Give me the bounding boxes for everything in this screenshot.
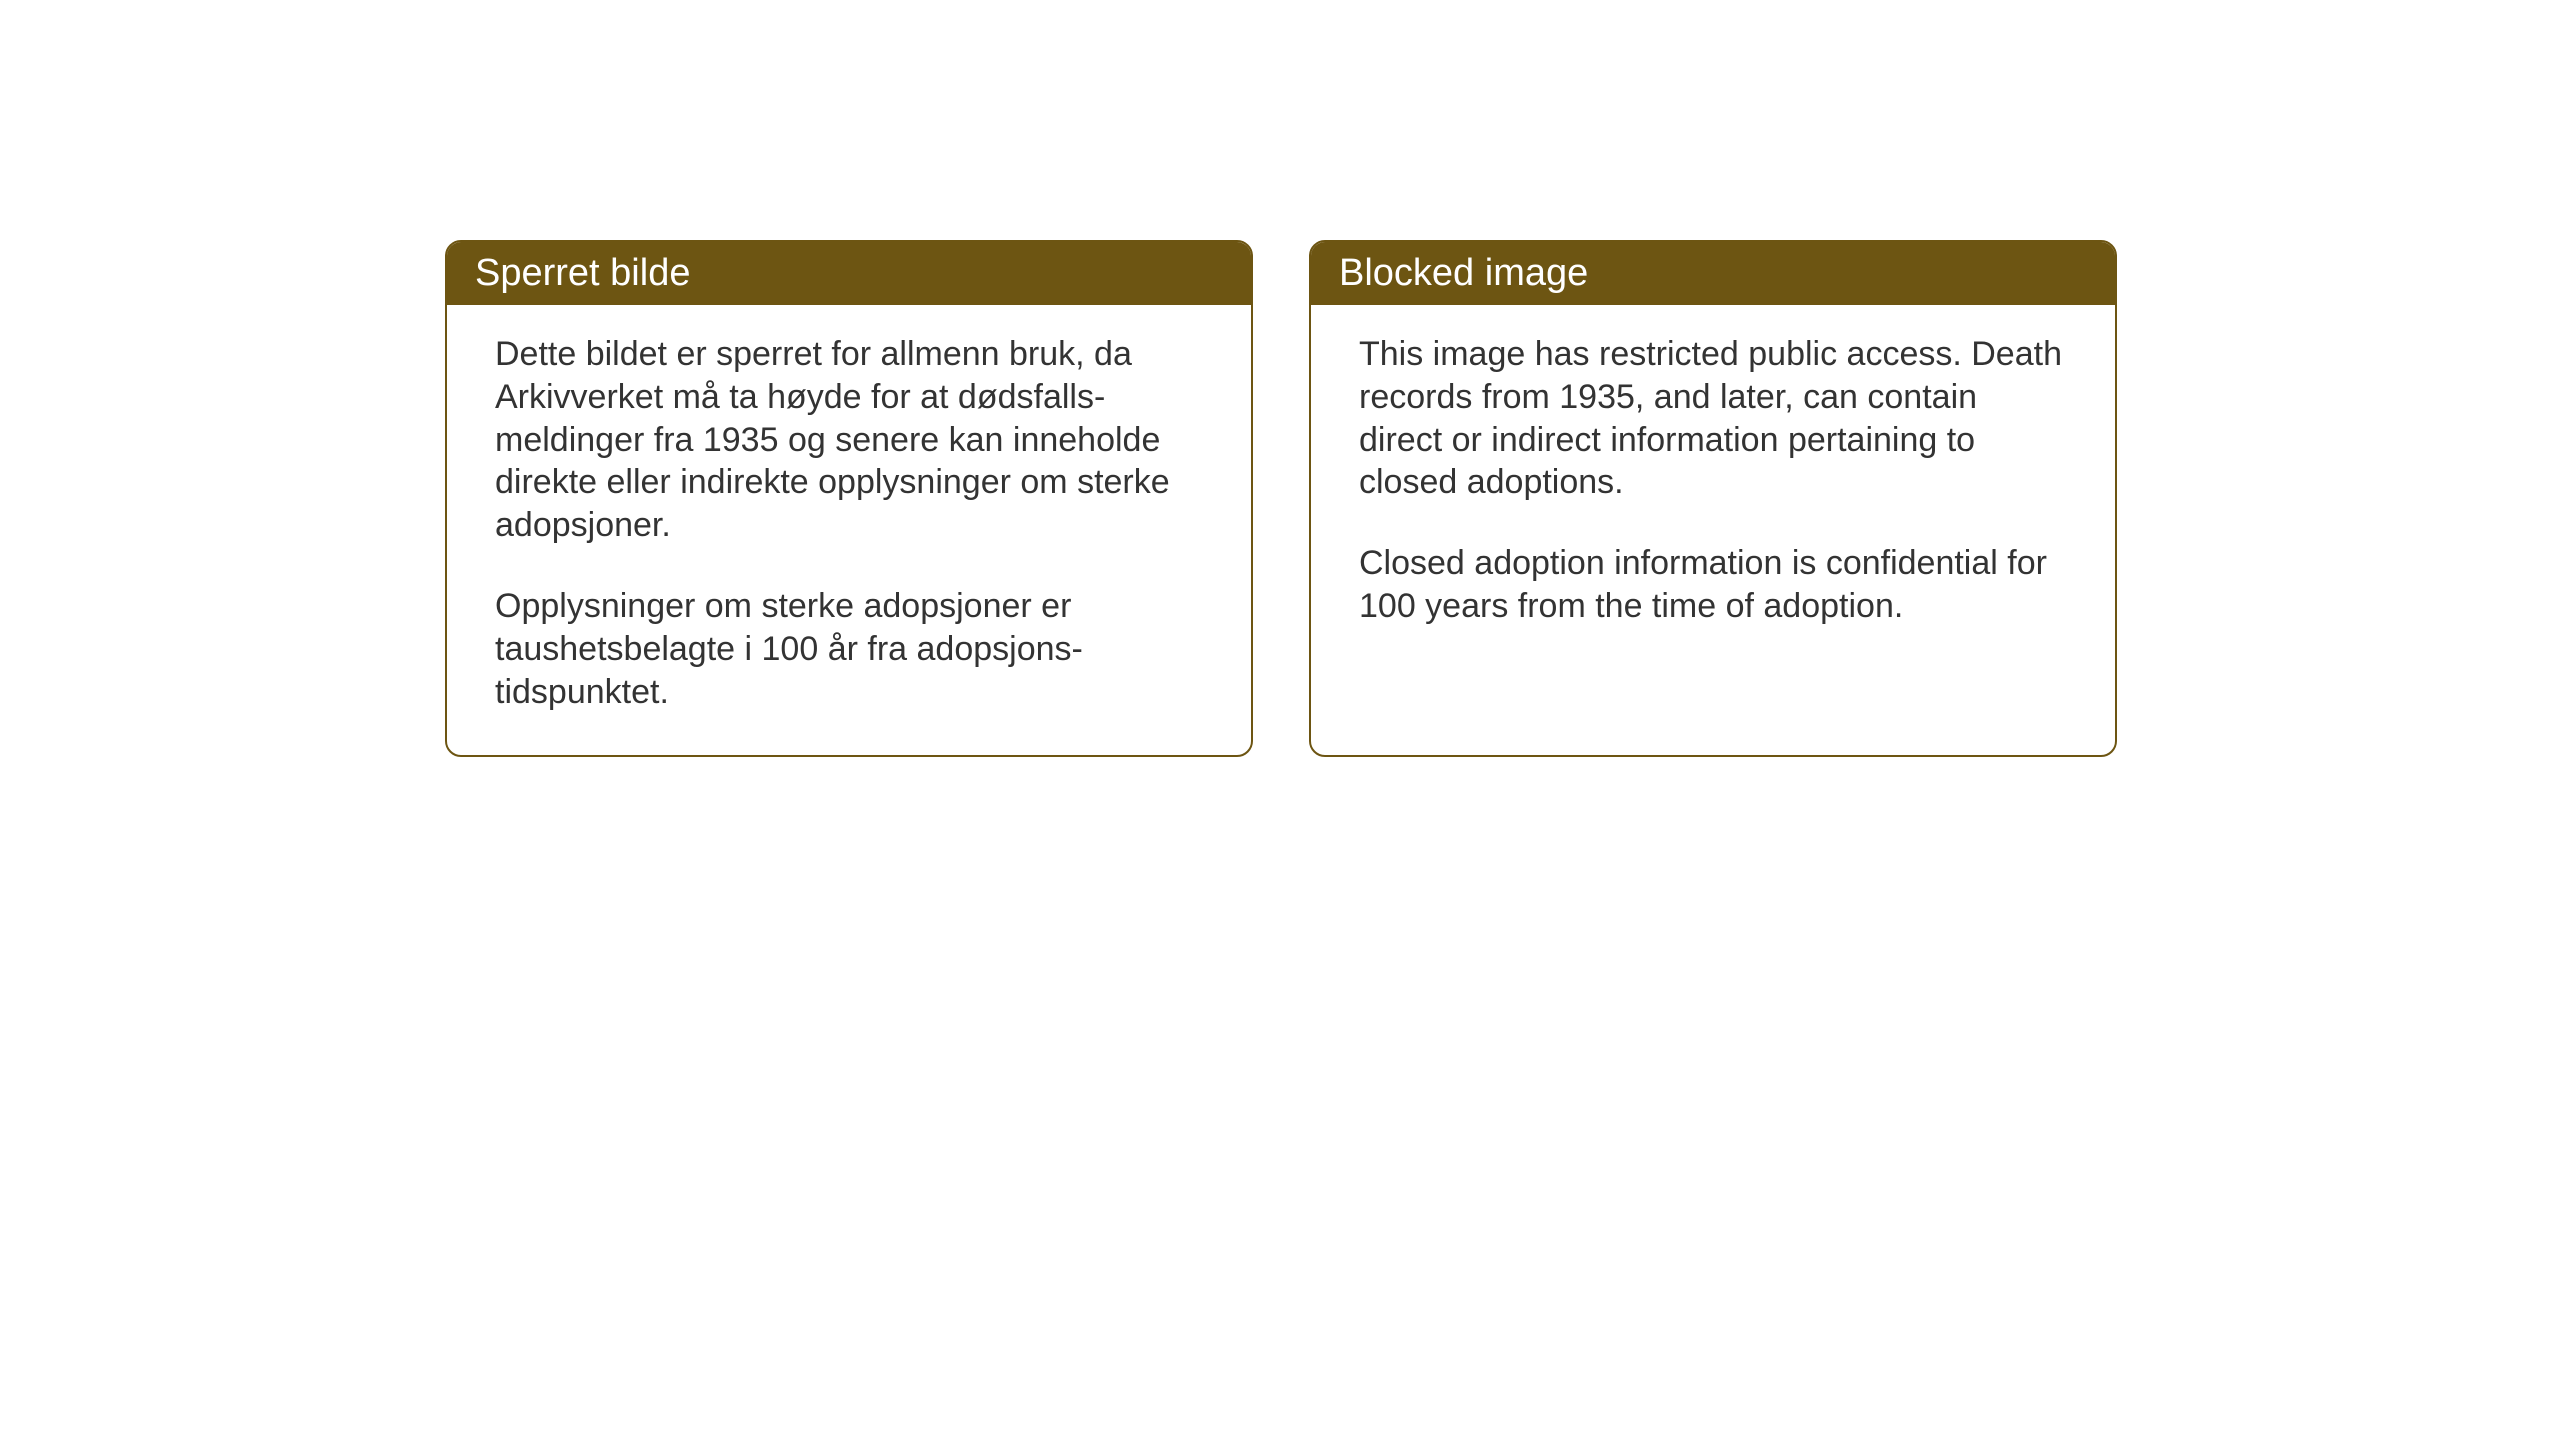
english-paragraph-1: This image has restricted public access.… [1359, 333, 2067, 504]
norwegian-notice-card: Sperret bilde Dette bildet er sperret fo… [445, 240, 1253, 757]
english-paragraph-2: Closed adoption information is confident… [1359, 542, 2067, 628]
english-notice-card: Blocked image This image has restricted … [1309, 240, 2117, 757]
norwegian-card-body: Dette bildet er sperret for allmenn bruk… [447, 305, 1251, 755]
notice-container: Sperret bilde Dette bildet er sperret fo… [445, 240, 2117, 757]
english-card-title: Blocked image [1311, 242, 2115, 305]
norwegian-card-title: Sperret bilde [447, 242, 1251, 305]
english-card-body: This image has restricted public access.… [1311, 305, 2115, 755]
norwegian-paragraph-1: Dette bildet er sperret for allmenn bruk… [495, 333, 1203, 547]
norwegian-paragraph-2: Opplysninger om sterke adopsjoner er tau… [495, 585, 1203, 713]
